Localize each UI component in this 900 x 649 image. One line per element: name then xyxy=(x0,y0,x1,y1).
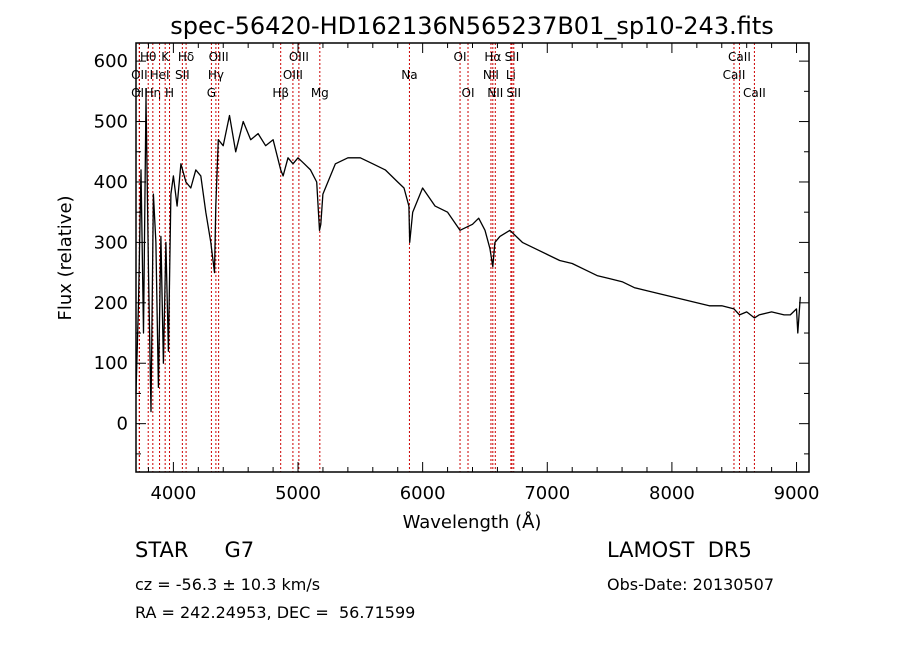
y-tick-label: 200 xyxy=(94,293,128,314)
y-tick-label: 500 xyxy=(94,112,128,133)
x-tick-label: 6000 xyxy=(400,483,446,504)
spectral-line-label: OIII xyxy=(289,50,309,64)
y-axis: 0 100 200 300 400 500 600 xyxy=(94,51,809,455)
spectral-line-label: Hβ xyxy=(272,86,289,100)
x-tick-label: 5000 xyxy=(275,483,321,504)
spectral-line-label: Hη xyxy=(145,86,162,100)
survey-label: LAMOST DR5 xyxy=(607,538,752,562)
spectral-line-label: Hγ xyxy=(208,68,224,82)
plot-frame xyxy=(135,42,810,473)
spectral-line-label: Na xyxy=(401,68,417,82)
y-tick-label: 100 xyxy=(94,353,128,374)
chart-title: spec-56420-HD162136N565237B01_sp10-243.f… xyxy=(170,12,774,40)
spectral-line-label: OII xyxy=(131,86,148,100)
obs-date-line: Obs-Date: 20130507 xyxy=(607,575,775,594)
spectral-line-label: K xyxy=(161,50,170,64)
spectral-line-label: OI xyxy=(454,50,467,64)
redshift-line: cz = -56.3 ± 10.3 km/s xyxy=(135,575,321,594)
spectral-line-label: OIII xyxy=(283,68,303,82)
spectral-line-label: Hα xyxy=(484,50,501,64)
spectral-line-label: SII xyxy=(505,50,520,64)
y-tick-label: 600 xyxy=(94,51,128,72)
coordinates-line: RA = 242.24953, DEC = 56.71599 xyxy=(135,603,416,622)
x-tick-label: 7000 xyxy=(524,483,570,504)
y-axis-label: Flux (relative) xyxy=(55,195,76,320)
spectral-line-label: HeI xyxy=(150,68,170,82)
spectrum-series xyxy=(135,96,801,413)
spectral-line-label: Hθ xyxy=(140,50,156,64)
x-axis: 4000 5000 6000 7000 8000 9000 xyxy=(147,43,820,504)
object-class: STAR xyxy=(135,538,189,562)
spectral-line-label: Hδ xyxy=(178,50,194,64)
classification: STAR G7 xyxy=(135,538,254,562)
spectral-line-label: NII xyxy=(487,86,503,100)
spectral-line-label: CaII xyxy=(728,50,751,64)
x-tick-label: 4000 xyxy=(150,483,196,504)
spectral-line-label: Mg xyxy=(311,86,329,100)
subclass: G7 xyxy=(224,538,255,562)
spectrum-line xyxy=(135,96,801,413)
y-tick-label: 300 xyxy=(94,232,128,253)
x-tick-label: 9000 xyxy=(774,483,820,504)
spectral-line-label: Li xyxy=(506,68,516,82)
y-tick-label: 400 xyxy=(94,172,128,193)
spectral-line-label: SII xyxy=(175,68,190,82)
x-tick-label: 8000 xyxy=(649,483,695,504)
spectral-line-label: H xyxy=(165,86,174,100)
spectral-line-label: G xyxy=(207,86,216,100)
spectral-line-label: NII xyxy=(483,68,499,82)
x-axis-label: Wavelength (Å) xyxy=(403,511,542,533)
spectral-line-label: OI xyxy=(462,86,475,100)
spectral-line-label: CaII xyxy=(723,68,746,82)
spectral-line-label: SII xyxy=(506,86,521,100)
spectral-line-label: OIII xyxy=(209,50,229,64)
spectral-line-markers: OIIOIIHθHηHeIKHSIIHδGHγOIIIHβOIIIOIIIMgN… xyxy=(131,43,766,472)
y-tick-label: 0 xyxy=(117,414,128,435)
spectral-line-label: CaII xyxy=(743,86,766,100)
